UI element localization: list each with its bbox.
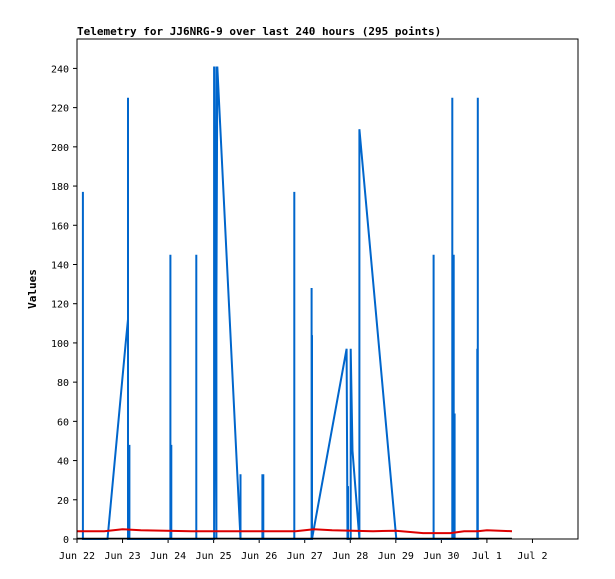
y-tick-label: 240 <box>51 64 69 75</box>
y-tick-label: 220 <box>51 104 69 115</box>
x-tick-label: Jul 2 <box>517 551 547 562</box>
x-tick-label: Jun 29 <box>378 551 414 562</box>
plot-area: 0 20 40 60 80 100 120 140 160 180 200 220 240 Jun 22 J… <box>51 64 548 562</box>
plot-frame <box>76 38 579 540</box>
chart-title: Telemetry for JJ6NRG-9 over last 240 hou… <box>77 25 441 38</box>
y-tick-label: 140 <box>51 260 69 271</box>
series-line-1 <box>81 66 479 540</box>
x-tick-label: Jun 23 <box>104 551 140 562</box>
y-axis-label: Values <box>26 269 39 309</box>
x-tick-label: Jun 22 <box>59 551 95 562</box>
series-line-2 <box>77 528 513 535</box>
y-tick-label: 100 <box>51 339 69 350</box>
x-tick-label: Jun 28 <box>332 551 368 562</box>
y-tick-label: 200 <box>51 143 69 154</box>
y-tick-label: 60 <box>57 417 69 428</box>
x-tick-label: Jun 24 <box>150 551 186 562</box>
x-tick-label: Jul 1 <box>472 551 502 562</box>
x-tick-label: Jun 27 <box>287 551 323 562</box>
y-tick-label: 180 <box>51 182 69 193</box>
y-tick-label: 80 <box>57 378 69 389</box>
y-tick-label: 160 <box>51 221 69 232</box>
x-tick-label: Jun 25 <box>196 551 232 562</box>
y-tick-label: 20 <box>57 496 69 507</box>
x-tick-label: Jun 26 <box>241 551 277 562</box>
y-tick-label: 40 <box>57 457 69 468</box>
y-tick-label: 0 <box>63 535 69 546</box>
x-tick-label: Jun 30 <box>423 551 459 562</box>
y-tick-label: 120 <box>51 300 69 311</box>
